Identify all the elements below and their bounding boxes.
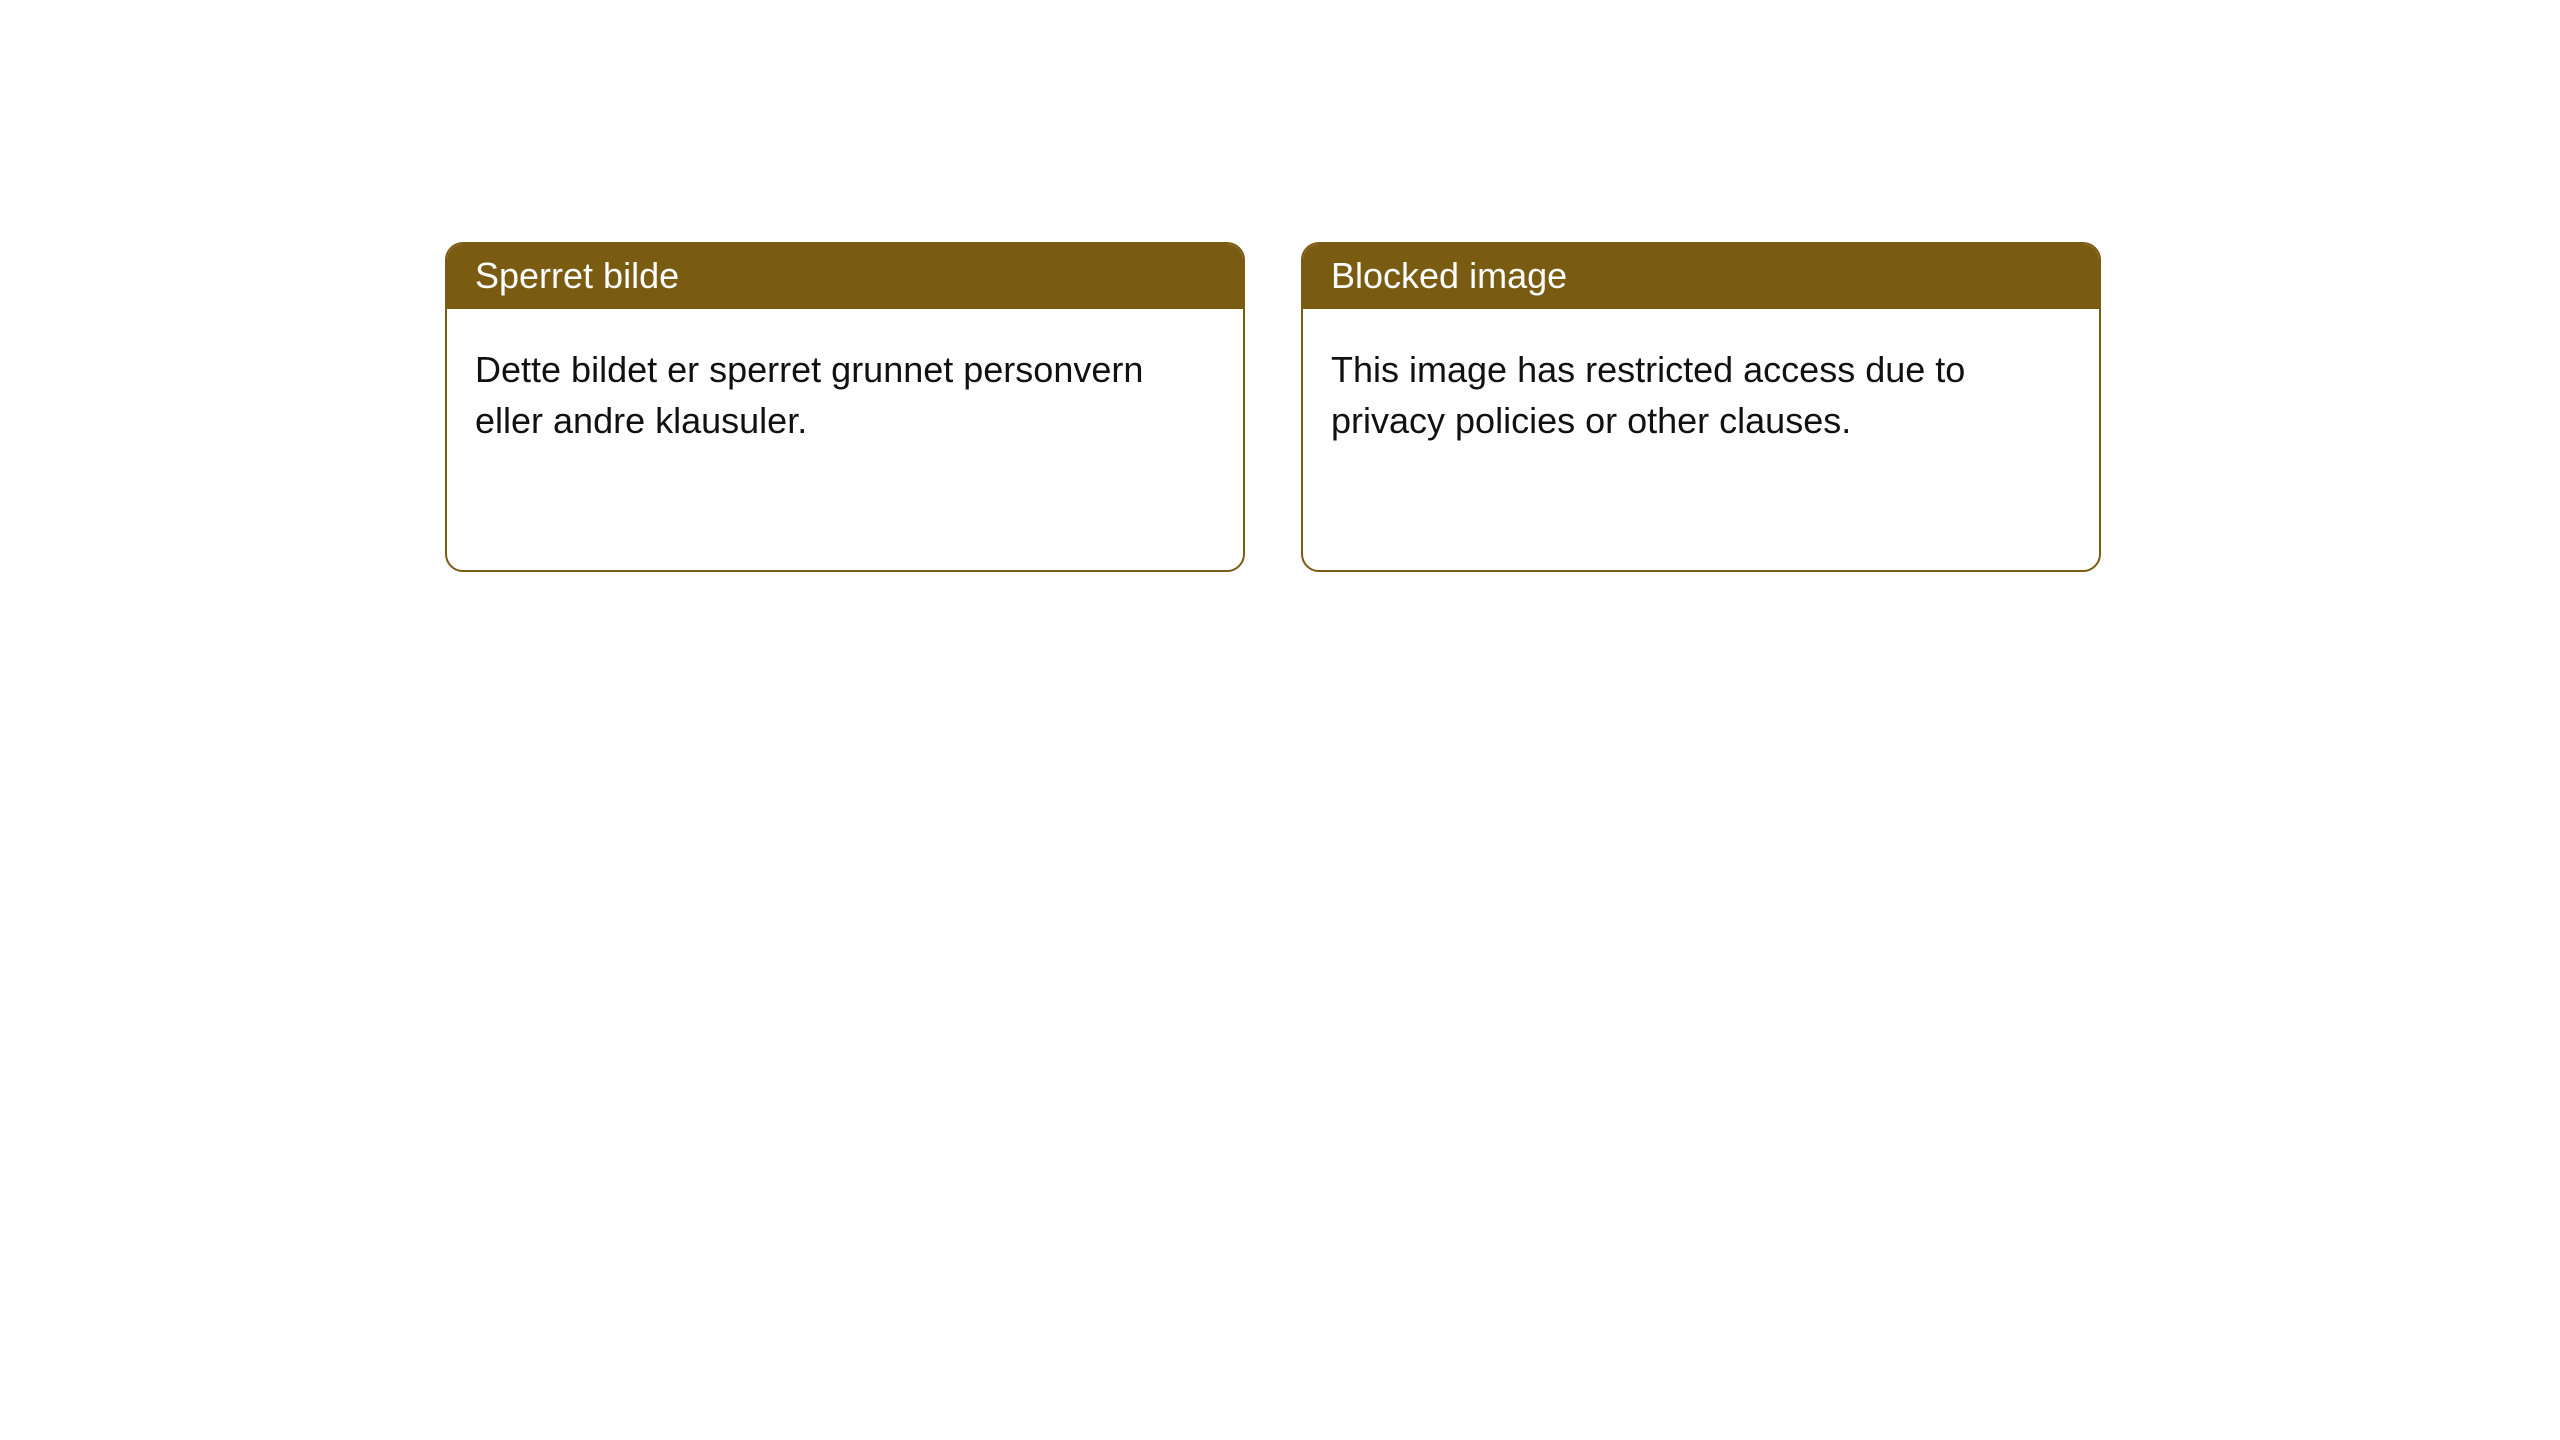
card-body-en: This image has restricted access due to … <box>1303 309 2099 474</box>
card-header-no: Sperret bilde <box>447 244 1243 309</box>
blocked-image-card-no: Sperret bilde Dette bildet er sperret gr… <box>445 242 1245 572</box>
blocked-image-card-en: Blocked image This image has restricted … <box>1301 242 2101 572</box>
card-body-no: Dette bildet er sperret grunnet personve… <box>447 309 1243 474</box>
blocked-image-notice-container: Sperret bilde Dette bildet er sperret gr… <box>0 0 2560 572</box>
card-header-en: Blocked image <box>1303 244 2099 309</box>
